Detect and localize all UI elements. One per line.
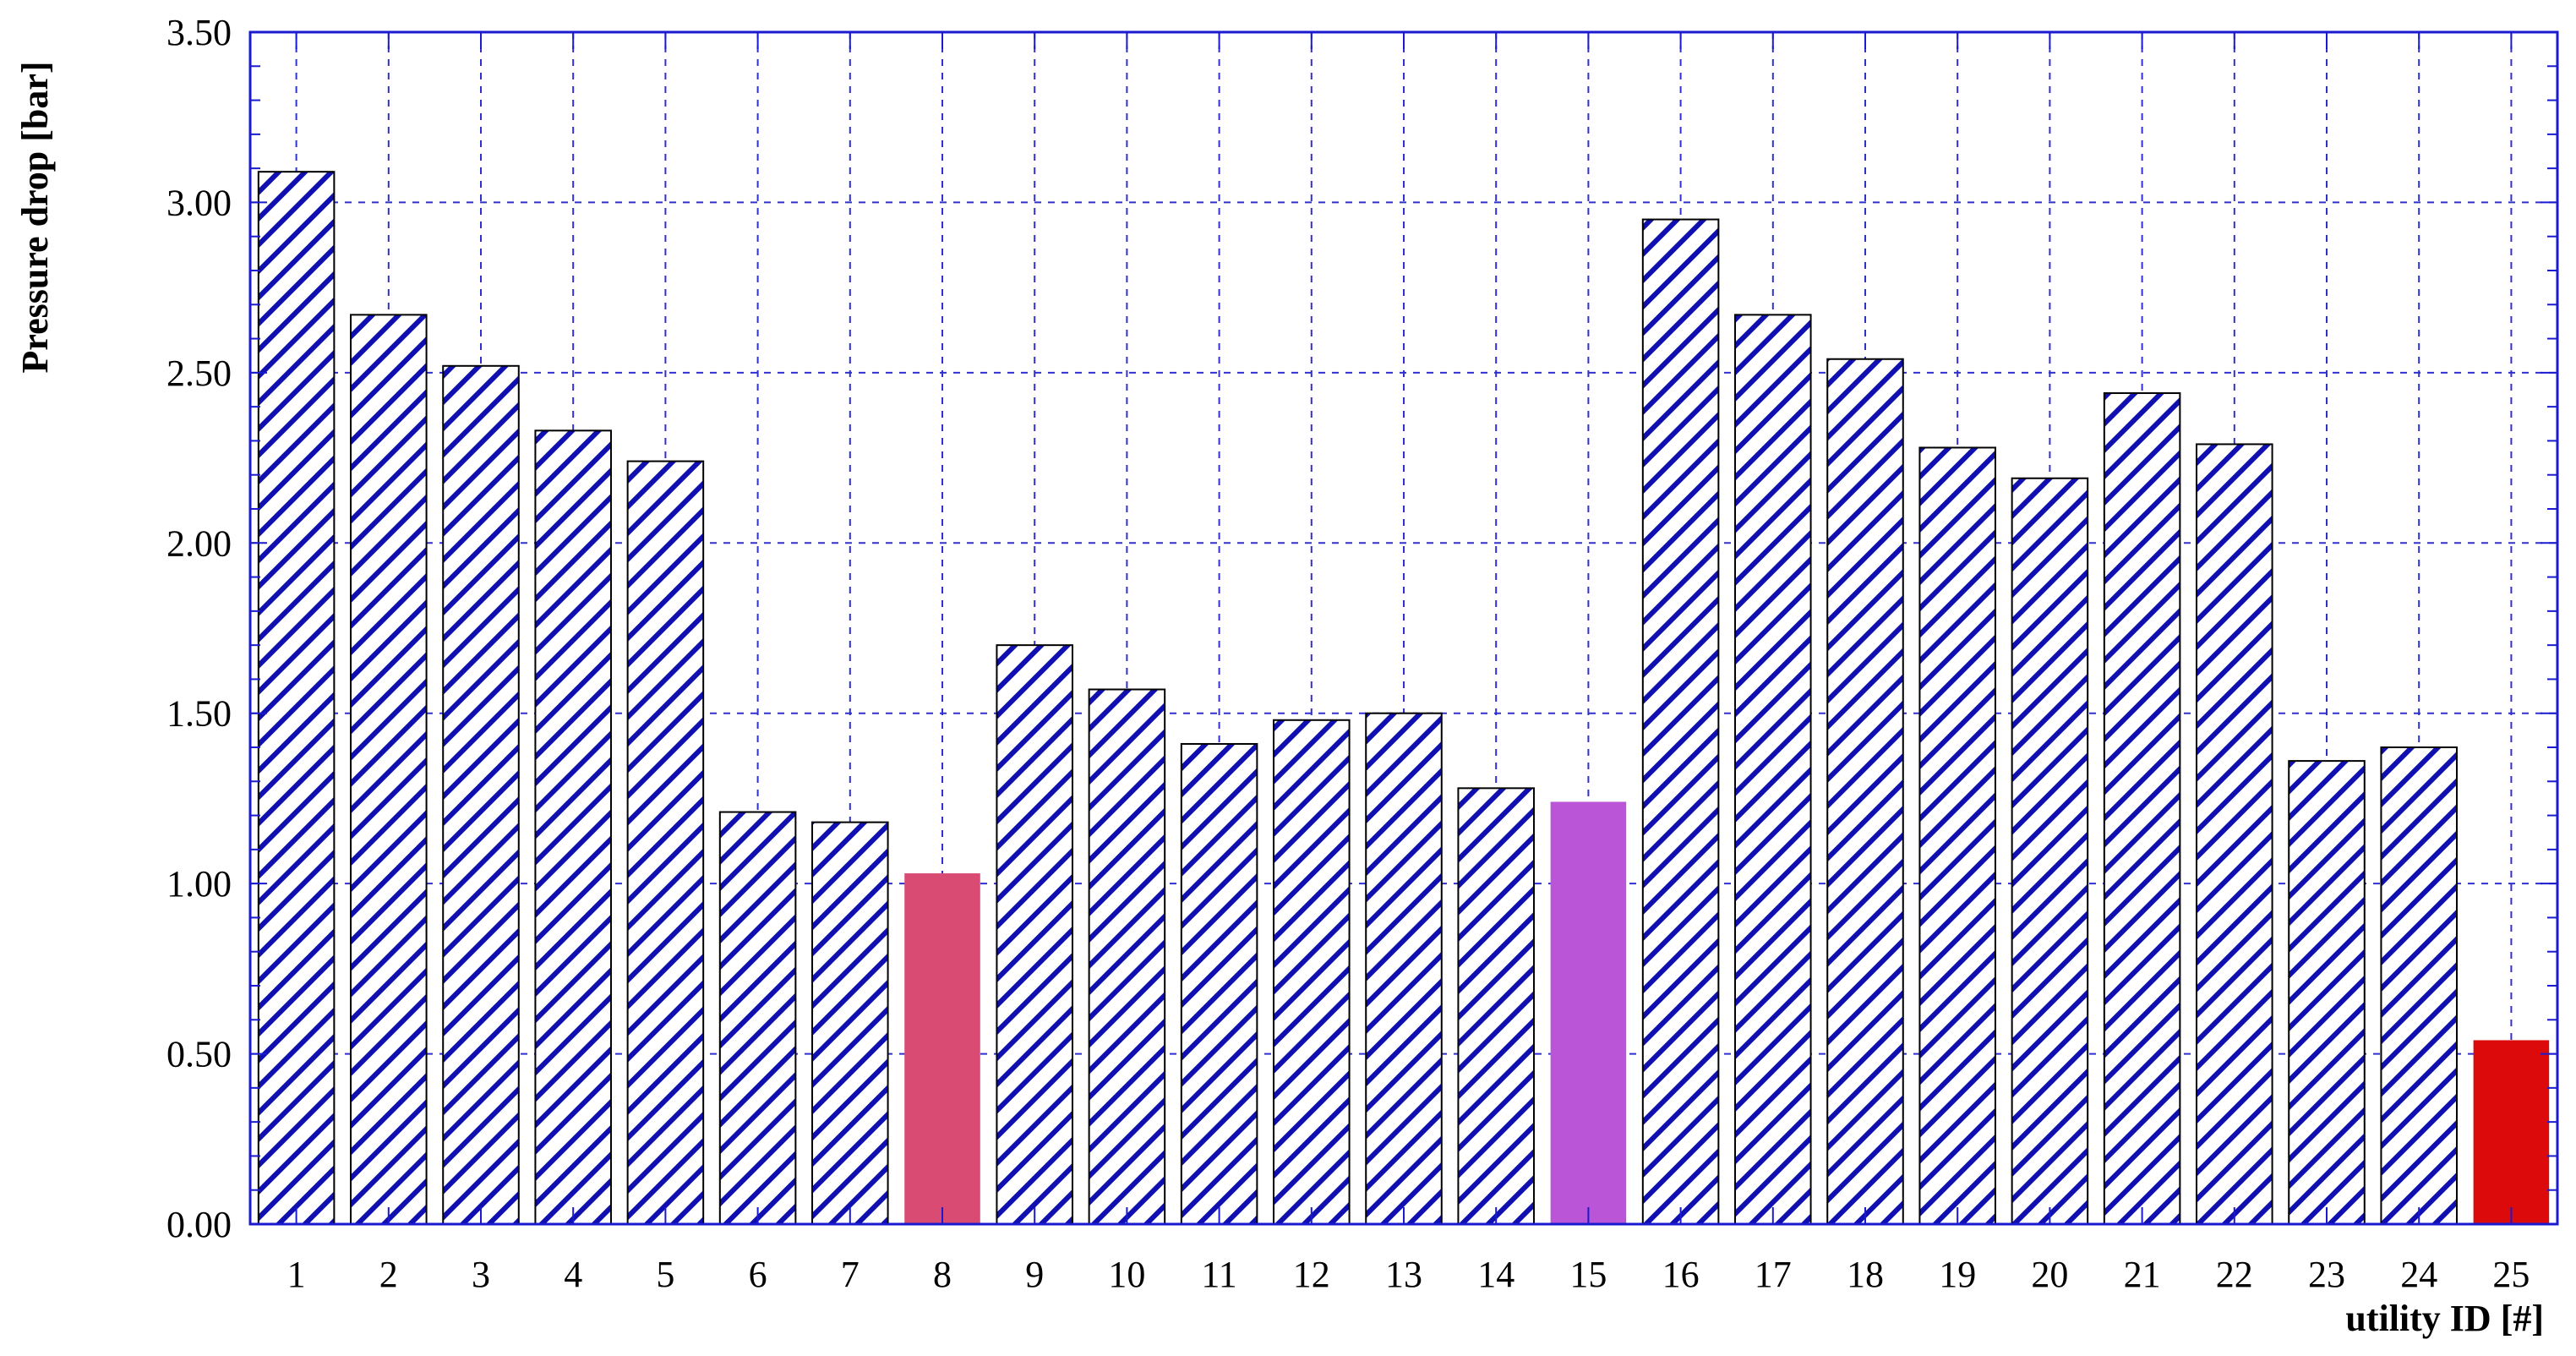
y-tick-label: 3.50	[166, 12, 232, 53]
x-tick-label: 14	[1477, 1254, 1514, 1295]
bar-15	[1550, 801, 1627, 1224]
bar-21	[2103, 392, 2181, 1225]
bar-11	[1180, 742, 1258, 1225]
bar-18	[1826, 358, 1904, 1225]
y-tick-label: 0.00	[166, 1204, 232, 1245]
x-tick-label: 22	[2216, 1254, 2253, 1295]
bar-23	[2288, 760, 2366, 1225]
x-tick-label: 18	[1847, 1254, 1884, 1295]
bar-25	[2473, 1040, 2550, 1224]
bar-5	[626, 460, 705, 1225]
x-tick-label: 6	[749, 1254, 767, 1295]
x-tick-label: 17	[1755, 1254, 1792, 1295]
x-tick-label: 15	[1569, 1254, 1607, 1295]
bar-12	[1273, 719, 1351, 1225]
x-tick-label: 3	[472, 1254, 490, 1295]
x-tick-label: 25	[2492, 1254, 2530, 1295]
bar-8	[904, 873, 980, 1224]
bar-14	[1457, 787, 1535, 1225]
x-tick-label: 1	[287, 1254, 306, 1295]
x-tick-label: 19	[1939, 1254, 1976, 1295]
bar-17	[1734, 314, 1812, 1225]
bar-22	[2196, 443, 2273, 1225]
bar-16	[1641, 218, 1720, 1226]
x-tick-label: 4	[564, 1254, 582, 1295]
bar-4	[534, 429, 612, 1226]
x-axis-title: utility ID [#]	[2345, 1298, 2544, 1339]
bar-6	[718, 811, 797, 1225]
x-tick-label: 16	[1662, 1254, 1700, 1295]
bar-19	[1918, 446, 1996, 1225]
bar-10	[1088, 688, 1166, 1225]
bar-7	[811, 821, 889, 1226]
x-tick-label: 12	[1293, 1254, 1330, 1295]
bar-9	[996, 644, 1073, 1225]
bar-2	[350, 314, 428, 1225]
x-tick-label: 5	[656, 1254, 674, 1295]
plot-frame	[248, 30, 2559, 1226]
y-tick-label: 2.00	[166, 522, 232, 564]
x-tick-label: 13	[1385, 1254, 1422, 1295]
x-tick-label: 11	[1201, 1254, 1236, 1295]
x-tick-label: 23	[2308, 1254, 2345, 1295]
bar-20	[2011, 477, 2089, 1225]
y-tick-label: 0.50	[166, 1034, 232, 1075]
y-axis-title: Pressure drop [bar]	[14, 61, 56, 373]
bars	[257, 171, 2550, 1226]
x-tick-label: 2	[379, 1254, 398, 1295]
x-axis: 1 2 3 4 5 6 7 8 9 10 11 12 13 14 15 16 17 18 19 20 21 22 23 24 2…	[287, 1254, 2530, 1295]
bar-3	[442, 364, 520, 1225]
x-tick-label: 20	[2031, 1254, 2068, 1295]
y-tick-label: 2.50	[166, 353, 232, 394]
y-tick-label: 1.00	[166, 863, 232, 905]
x-tick-label: 24	[2400, 1254, 2437, 1295]
x-tick-label: 10	[1108, 1254, 1145, 1295]
y-tick-label: 3.00	[166, 182, 232, 223]
bar-1	[257, 171, 336, 1226]
x-tick-label: 21	[2124, 1254, 2161, 1295]
bar-24	[2380, 746, 2458, 1225]
x-tick-label: 9	[1025, 1254, 1044, 1295]
y-axis: 0.00 0.50 1.00 1.50 2.00 2.50 3.00 3.50	[166, 12, 232, 1245]
bar-13	[1365, 712, 1443, 1225]
y-tick-label: 1.50	[166, 693, 232, 735]
x-tick-label: 8	[933, 1254, 952, 1295]
x-tick-label: 7	[841, 1254, 860, 1295]
